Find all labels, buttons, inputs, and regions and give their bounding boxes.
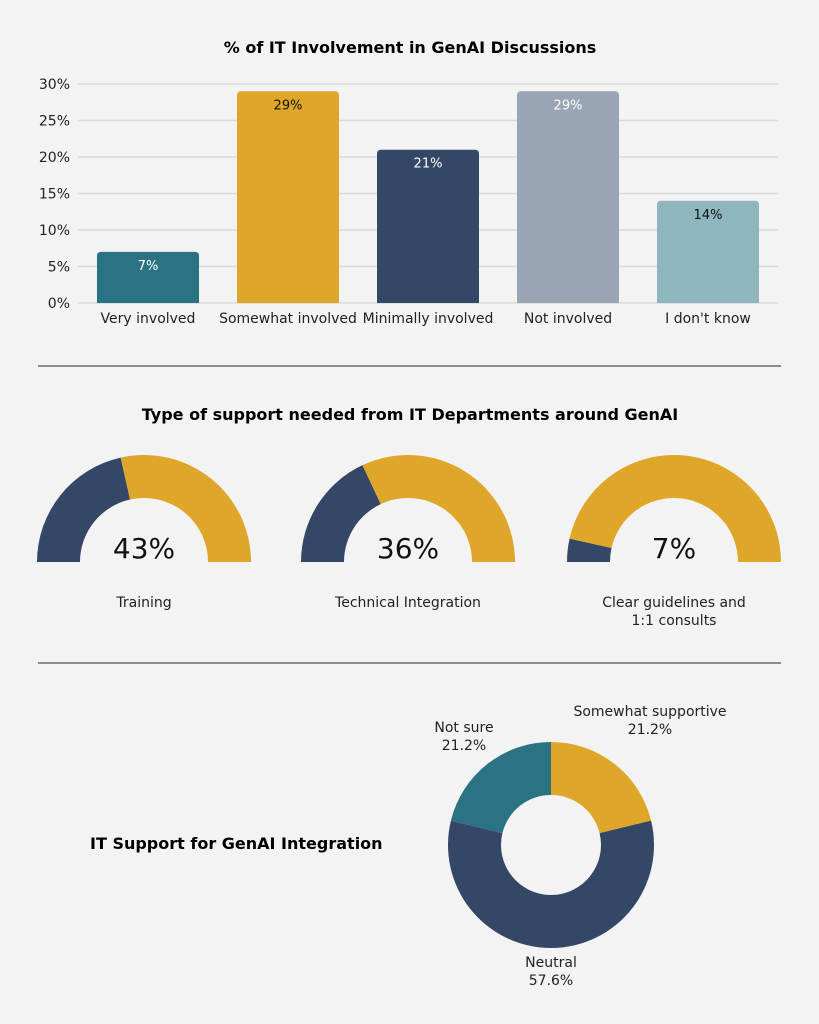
x-tick-label: Very involved (101, 311, 196, 327)
x-tick-label: Somewhat involved (219, 311, 357, 327)
gauge-section-title: Type of support needed from IT Departmen… (142, 405, 678, 424)
donut-slice (450, 742, 551, 834)
x-tick-label: Minimally involved (363, 311, 494, 327)
gauge-filled-segment (567, 538, 612, 562)
gauge-value: 43% (113, 532, 175, 565)
donut-label: Neutral (525, 955, 577, 971)
donut-label: Not sure (434, 720, 493, 736)
x-tick-label: Not involved (524, 311, 612, 327)
bar (517, 91, 619, 303)
gauge-label: Training (115, 595, 171, 611)
y-tick-label: 10% (39, 223, 70, 239)
donut-slice (448, 820, 654, 948)
gauge-label: Technical Integration (334, 595, 481, 611)
bar-data-label: 7% (138, 259, 159, 274)
donut-value: 21.2% (442, 738, 486, 754)
gauge-filled-segment (301, 465, 381, 562)
gauge-remaining-segment (362, 455, 515, 562)
y-tick-label: 25% (39, 114, 70, 130)
bar-data-label: 29% (554, 98, 583, 113)
bar-chart-title: % of IT Involvement in GenAI Discussions (224, 38, 597, 57)
gauge-remaining-segment (120, 455, 251, 562)
donut-label: Somewhat supportive (573, 704, 726, 720)
donut-slice (551, 742, 652, 834)
donut-value: 21.2% (628, 722, 672, 738)
bar (657, 200, 759, 303)
gauge-label: Clear guidelines and (602, 595, 746, 611)
gauge-value: 36% (377, 532, 439, 565)
gauge-remaining-segment (569, 454, 781, 562)
x-tick-label: I don't know (665, 311, 751, 327)
bar (97, 251, 199, 303)
y-tick-label: 20% (39, 150, 70, 166)
y-tick-label: 5% (48, 260, 70, 276)
bar-data-label: 14% (694, 208, 723, 223)
donut-value: 57.6% (529, 973, 573, 989)
donut-chart-title: IT Support for GenAI Integration (90, 834, 383, 853)
bar (377, 149, 479, 303)
gauge-filled-segment (37, 457, 131, 562)
bar-data-label: 29% (274, 98, 303, 113)
gauge-label: 1:1 consults (632, 613, 717, 629)
y-tick-label: 0% (48, 296, 70, 312)
y-tick-label: 15% (39, 187, 70, 203)
bar-data-label: 21% (414, 157, 443, 172)
y-tick-label: 30% (39, 77, 70, 93)
gauge-value: 7% (652, 532, 696, 565)
bar (237, 91, 339, 303)
